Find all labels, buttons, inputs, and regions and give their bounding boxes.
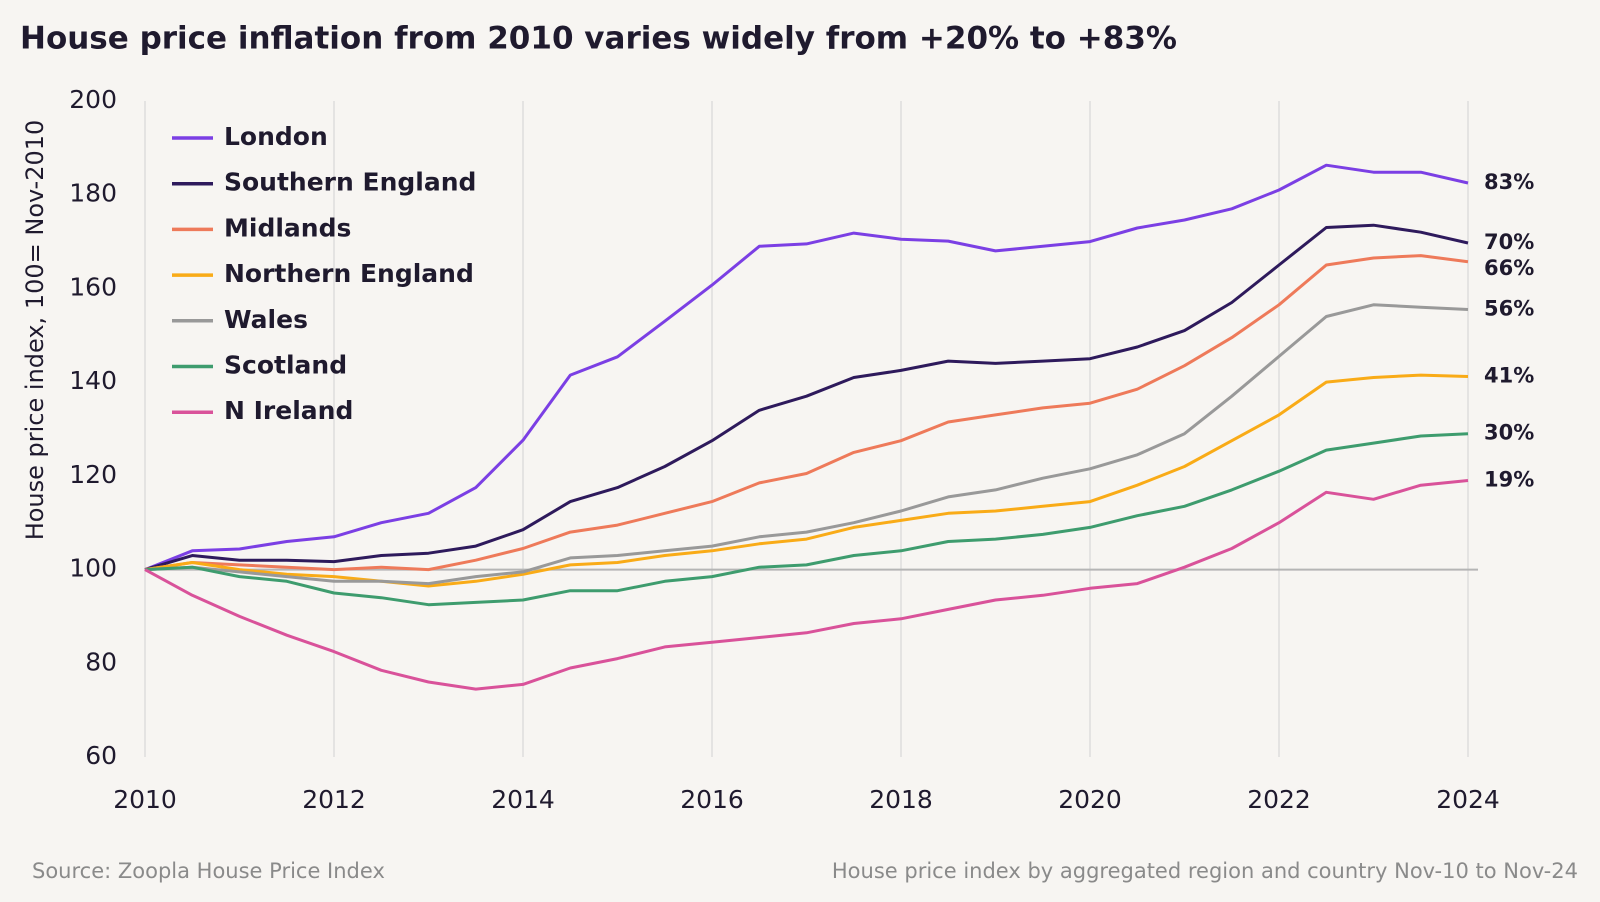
end-label: 41% <box>1484 364 1534 388</box>
end-label: 56% <box>1484 297 1534 321</box>
legend-label: Midlands <box>224 213 351 242</box>
legend-label: Southern England <box>224 168 476 197</box>
y-tick-label: 100 <box>69 554 117 583</box>
source: Source: Zoopla House Price Index <box>32 859 385 883</box>
end-label: 30% <box>1484 421 1534 445</box>
legend-label: N Ireland <box>224 396 353 425</box>
x-tick-label: 2024 <box>1436 785 1500 814</box>
x-tick-label: 2016 <box>680 785 744 814</box>
legend-label: London <box>224 122 328 151</box>
series-line <box>144 223 1469 572</box>
y-tick-label: 140 <box>69 366 117 395</box>
y-tick-label: 160 <box>69 272 117 301</box>
end-label: 66% <box>1484 256 1534 280</box>
end-label: 70% <box>1484 230 1534 254</box>
x-tick-label: 2010 <box>113 785 177 814</box>
end-label: 83% <box>1484 170 1534 194</box>
series-line <box>144 432 1469 607</box>
series-line <box>144 303 1469 586</box>
legend-label: Wales <box>224 305 308 334</box>
x-tick-label: 2012 <box>302 785 366 814</box>
series-line <box>144 479 1469 691</box>
y-tick-label: 80 <box>85 647 117 676</box>
y-tick-label: 180 <box>69 179 117 208</box>
end-label: 19% <box>1484 468 1534 492</box>
y-tick-label: 120 <box>69 460 117 489</box>
series-line <box>144 163 1469 571</box>
series-line <box>144 373 1469 588</box>
x-tick-label: 2020 <box>1058 785 1122 814</box>
series-line <box>144 254 1469 572</box>
y-axis-label: House price index, 100= Nov-2010 <box>21 120 49 541</box>
y-tick-label: 200 <box>69 85 117 114</box>
x-tick-label: 2014 <box>491 785 555 814</box>
x-tick-label: 2018 <box>869 785 933 814</box>
y-tick-label: 60 <box>85 741 117 770</box>
x-tick-label: 2022 <box>1247 785 1311 814</box>
footnote: House price index by aggregated region a… <box>832 859 1578 883</box>
legend-label: Scotland <box>224 351 347 380</box>
legend-label: Northern England <box>224 259 474 288</box>
chart-title: House price inflation from 2010 varies w… <box>20 21 1177 57</box>
